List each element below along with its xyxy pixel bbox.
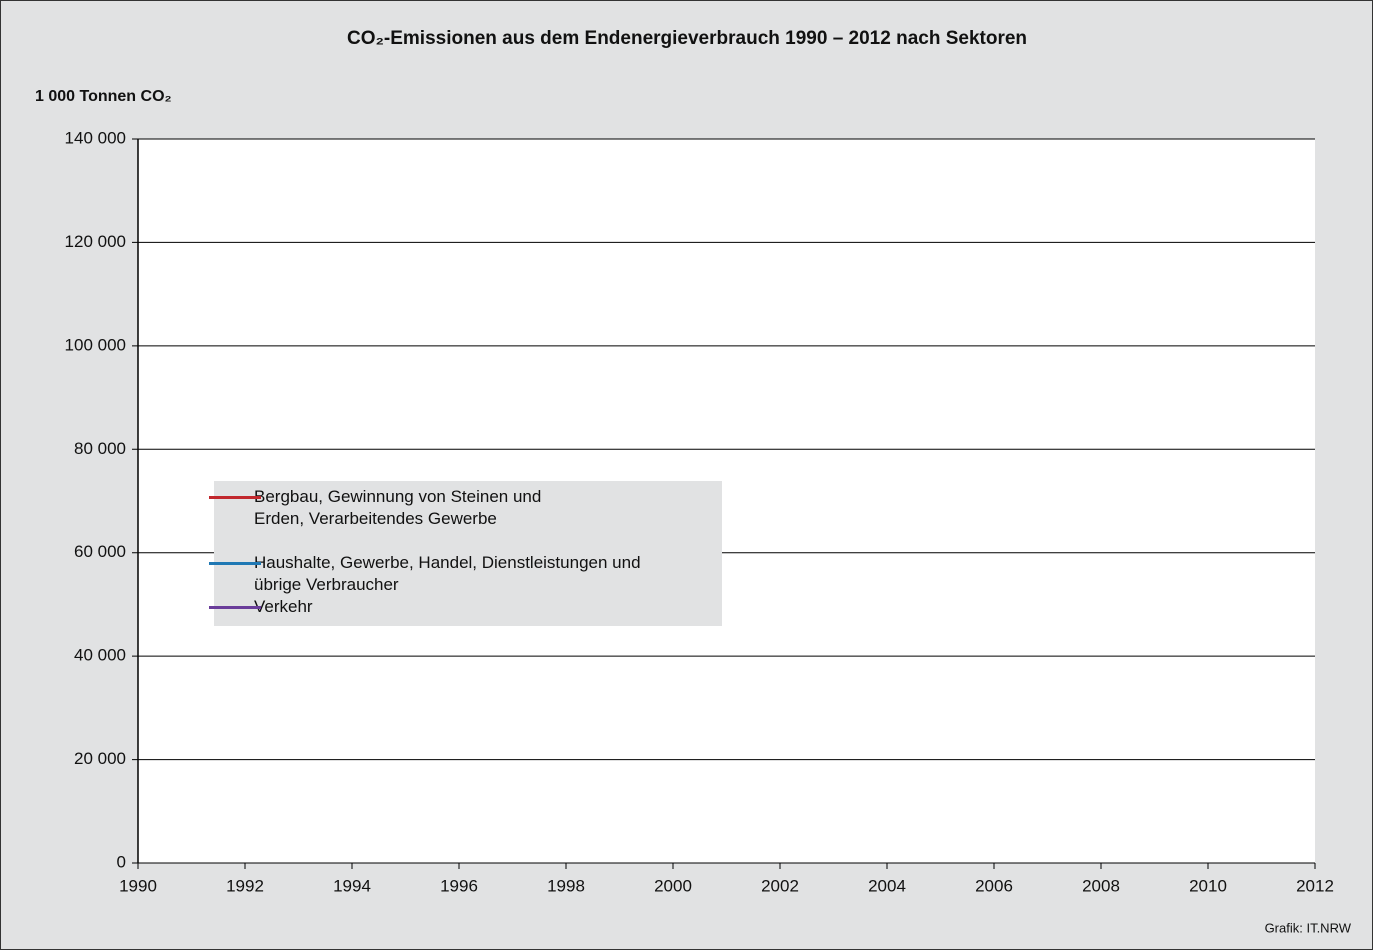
x-tick-label: 2012 bbox=[1296, 876, 1334, 895]
x-tick-label: 1990 bbox=[119, 876, 157, 895]
legend-label: Haushalte, Gewerbe, Handel, Dienstleistu… bbox=[254, 553, 641, 594]
legend-label: Verkehr bbox=[254, 597, 313, 616]
legend-item: Verkehr bbox=[209, 596, 644, 618]
x-tick-label: 2008 bbox=[1082, 876, 1120, 895]
legend-label: Bergbau, Gewinnung von Steinen und Erden… bbox=[254, 487, 542, 528]
y-tick-label: 140 000 bbox=[65, 128, 126, 147]
x-tick-label: 1992 bbox=[226, 876, 264, 895]
y-tick-label: 20 000 bbox=[74, 749, 126, 768]
chart-title: CO₂-Emissionen aus dem Endenergieverbrau… bbox=[347, 28, 1027, 49]
y-tick-label: 60 000 bbox=[74, 542, 126, 561]
x-tick-label: 2006 bbox=[975, 876, 1013, 895]
legend-swatch bbox=[209, 562, 261, 565]
legend: Bergbau, Gewinnung von Steinen und Erden… bbox=[209, 481, 722, 626]
x-tick-label: 2010 bbox=[1189, 876, 1227, 895]
y-tick-label: 120 000 bbox=[65, 232, 126, 251]
x-tick-label: 1994 bbox=[333, 876, 371, 895]
y-axis-label: 1 000 Tonnen CO₂ bbox=[35, 88, 172, 105]
x-tick-label: 1998 bbox=[547, 876, 585, 895]
source: Grafik: IT.NRW bbox=[1265, 920, 1352, 935]
legend-swatch bbox=[209, 496, 261, 499]
x-tick-label: 2004 bbox=[868, 876, 906, 895]
legend-swatch bbox=[209, 606, 261, 609]
x-tick-label: 1996 bbox=[440, 876, 478, 895]
legend-item: Haushalte, Gewerbe, Handel, Dienstleistu… bbox=[209, 552, 644, 596]
legend-item: Bergbau, Gewinnung von Steinen und Erden… bbox=[209, 486, 574, 530]
y-tick-label: 80 000 bbox=[74, 439, 126, 458]
y-tick-label: 40 000 bbox=[74, 646, 126, 665]
y-tick-label: 0 bbox=[117, 852, 126, 871]
x-tick-label: 2002 bbox=[761, 876, 799, 895]
y-tick-label: 100 000 bbox=[65, 335, 126, 354]
x-tick-label: 2000 bbox=[654, 876, 692, 895]
